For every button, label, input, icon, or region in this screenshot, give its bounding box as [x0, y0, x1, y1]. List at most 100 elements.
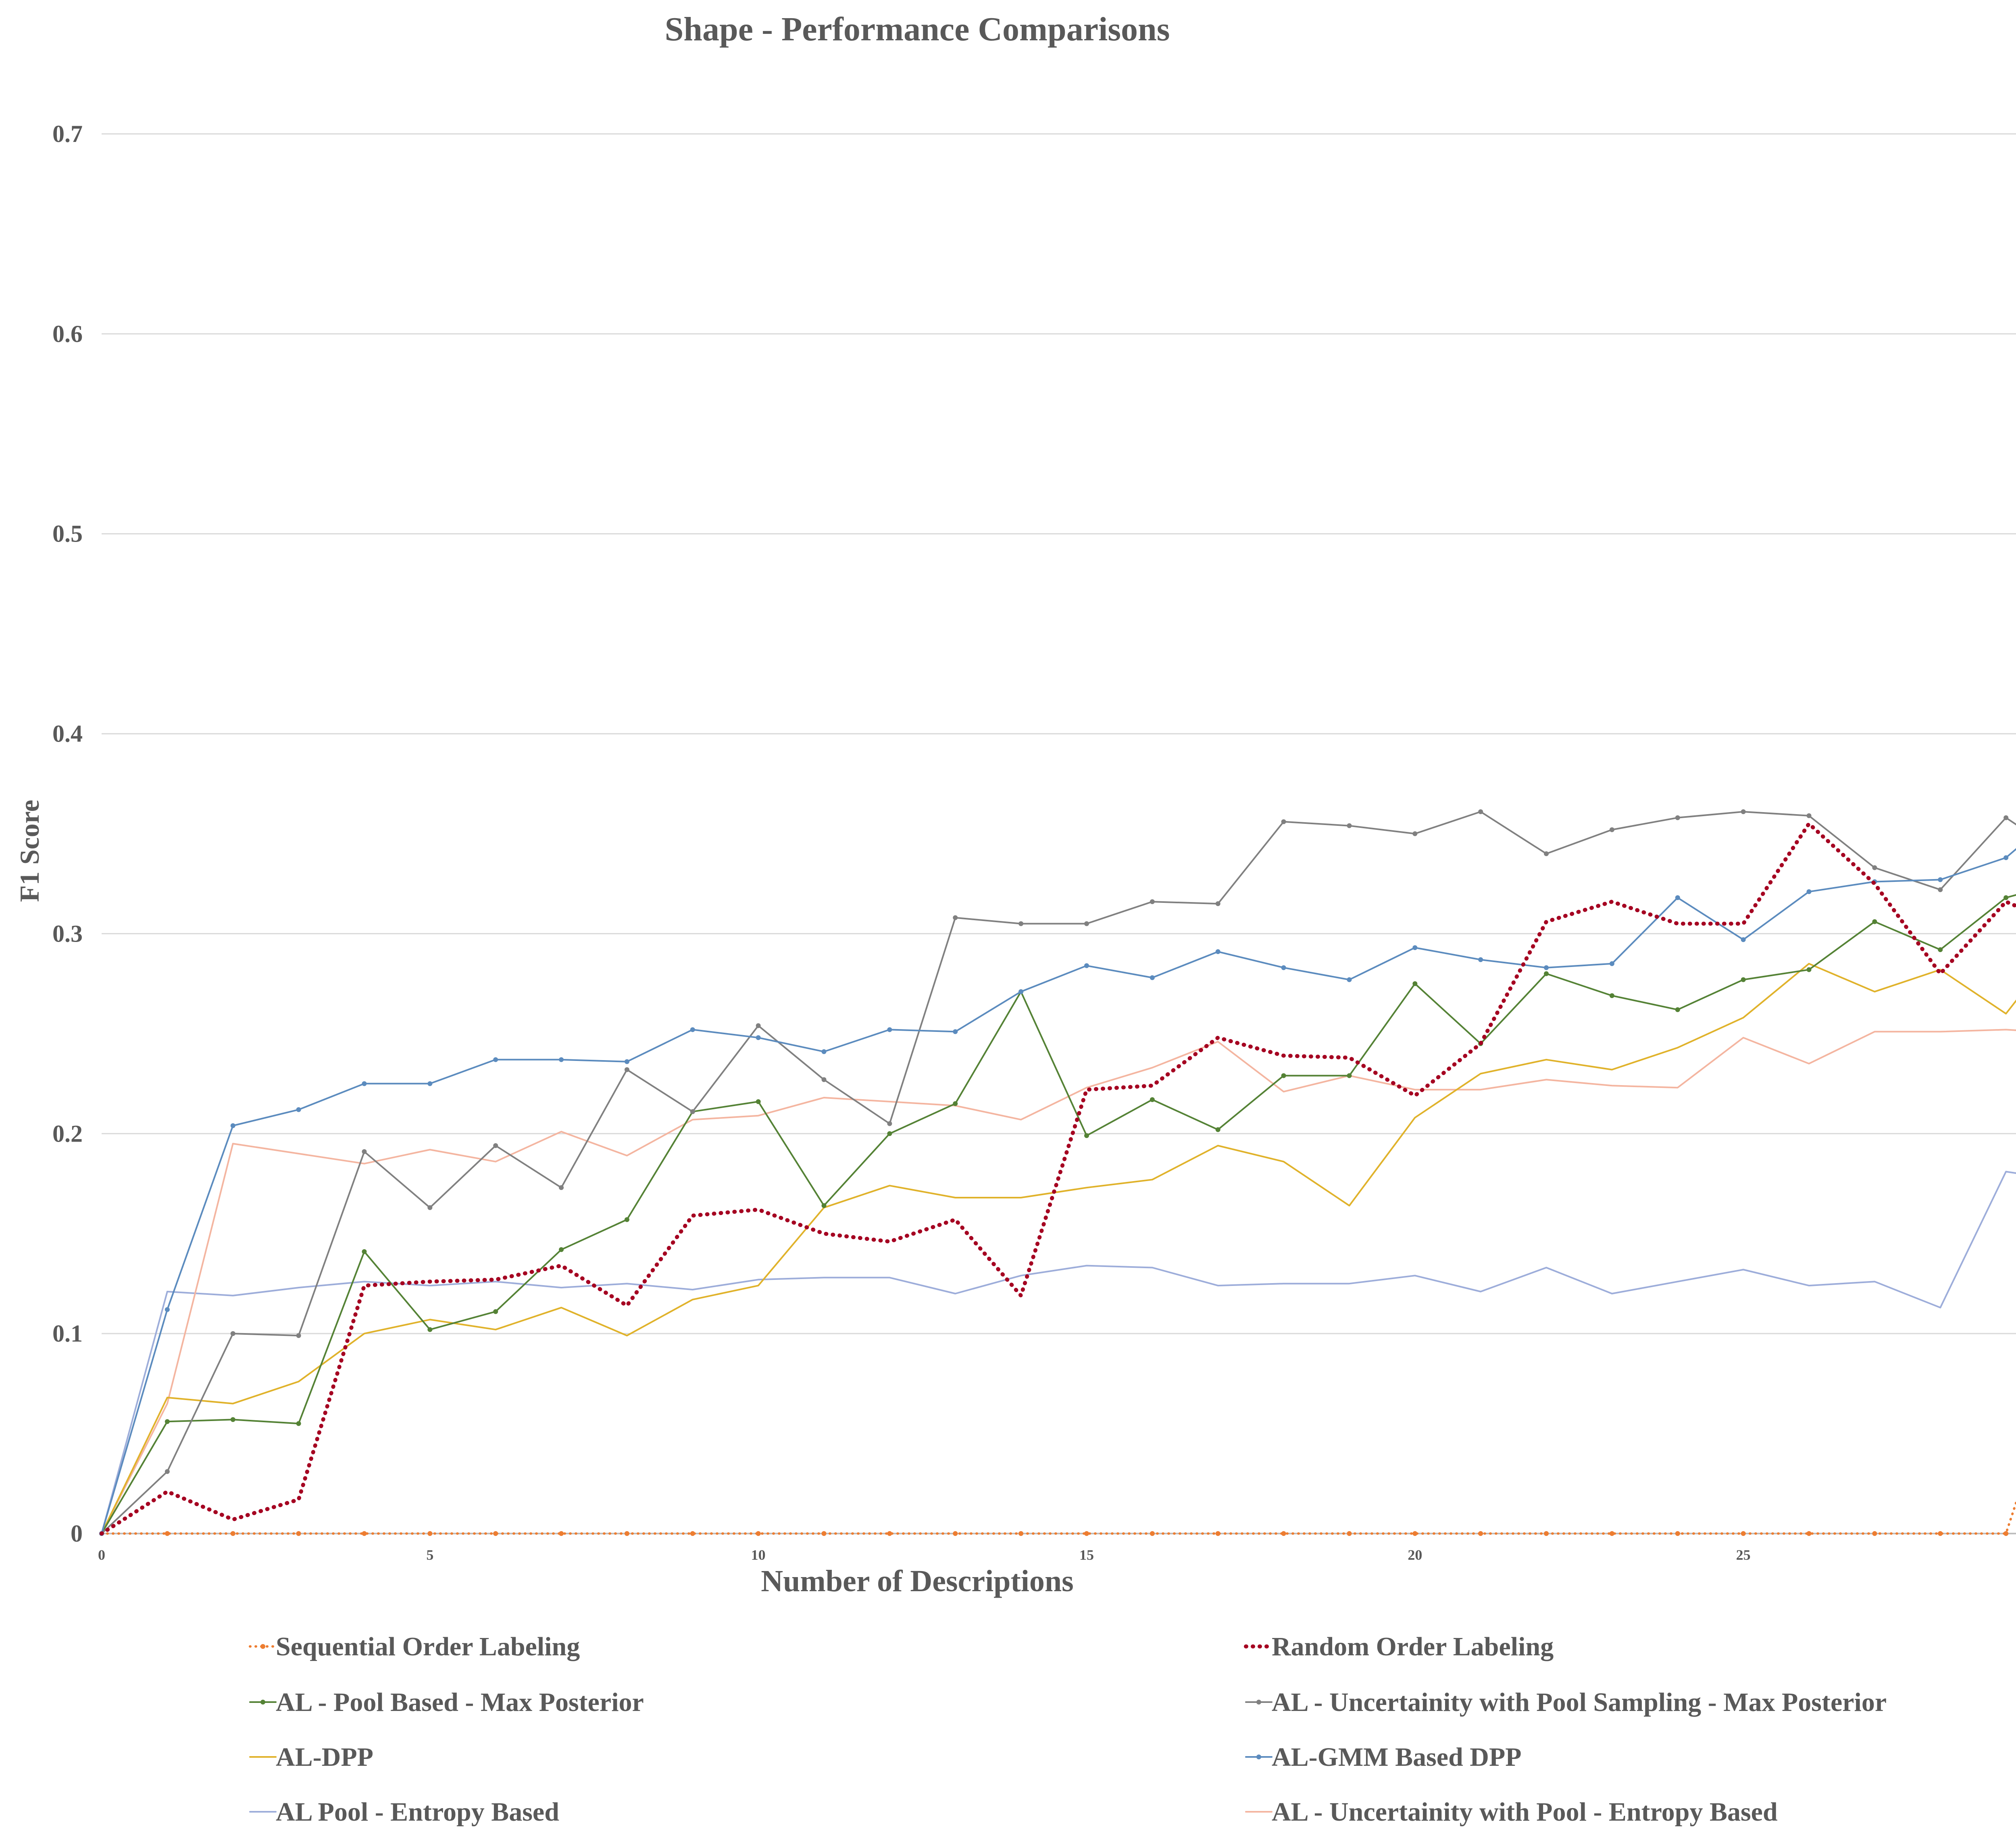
legend-item: AL-GMM Based DPP — [1245, 1742, 1522, 1772]
data-point — [493, 1057, 498, 1062]
data-point — [427, 1531, 433, 1536]
data-point — [1412, 1531, 1418, 1536]
series-5 — [99, 848, 2016, 1536]
data-point — [756, 1035, 761, 1040]
legend-label: Sequential Order Labeling — [276, 1632, 580, 1661]
data-point — [2004, 815, 2009, 820]
series-line — [101, 1029, 2016, 1534]
data-point — [427, 1327, 433, 1332]
data-point — [1478, 809, 1483, 814]
data-point — [1018, 1531, 1024, 1536]
data-point — [1478, 957, 1483, 962]
y-tick-label: 0 — [71, 1520, 83, 1547]
data-point — [821, 1203, 827, 1208]
data-point — [1806, 889, 1812, 894]
data-point — [1084, 963, 1089, 968]
legend: Sequential Order Labeling Random Order La… — [249, 1632, 1887, 1827]
data-point — [1150, 1531, 1155, 1536]
data-point — [1412, 831, 1418, 836]
data-point — [1215, 1127, 1220, 1132]
data-point — [624, 1531, 629, 1536]
y-tick-label: 0.6 — [52, 321, 83, 347]
data-point — [2004, 855, 2009, 861]
legend-label: AL Pool - Entropy Based — [276, 1797, 559, 1827]
data-point — [1938, 1531, 1943, 1536]
data-point — [1938, 877, 1943, 882]
data-point — [756, 1023, 761, 1028]
data-point — [1150, 975, 1155, 980]
data-point — [1544, 965, 1549, 970]
data-point — [1018, 921, 1024, 926]
data-point — [1347, 823, 1352, 828]
data-point — [1675, 1531, 1680, 1536]
data-point — [1215, 901, 1220, 906]
x-tick-label: 0 — [98, 1547, 105, 1563]
legend-item: Random Order Labeling — [1244, 1632, 1554, 1661]
data-point — [165, 1307, 170, 1312]
data-point — [559, 1185, 564, 1190]
legend-label: AL - Uncertainity with Pool - Entropy Ba… — [1272, 1797, 1778, 1827]
data-point — [230, 1331, 235, 1336]
series-3 — [99, 809, 2016, 1536]
data-point — [296, 1531, 301, 1536]
axes: 00.10.20.30.40.50.60.7051015202530 — [52, 121, 2016, 1563]
data-point — [1018, 989, 1024, 994]
data-point — [559, 1531, 564, 1536]
legend-label: AL - Uncertainity with Pool Sampling - M… — [1272, 1688, 1887, 1717]
series-line — [101, 963, 2016, 1534]
data-point — [887, 1121, 892, 1126]
data-point — [1412, 945, 1418, 950]
data-point — [1215, 1531, 1220, 1536]
data-point — [1412, 981, 1418, 986]
data-point — [1478, 1531, 1483, 1536]
x-axis-label: Number of Descriptions — [761, 1564, 1073, 1598]
data-point — [756, 1531, 761, 1536]
data-point — [1347, 977, 1352, 982]
data-point — [362, 1531, 367, 1536]
legend-marker — [260, 1700, 265, 1705]
data-point — [624, 1217, 629, 1222]
series-group — [99, 809, 2016, 1536]
legend-item: AL Pool - Entropy Based — [249, 1797, 559, 1827]
data-point — [1281, 965, 1286, 970]
series-0 — [99, 1499, 2016, 1536]
series-line — [101, 848, 2016, 1534]
y-tick-label: 0.5 — [52, 521, 83, 547]
data-point — [2004, 1531, 2009, 1536]
data-point — [1872, 1531, 1877, 1536]
data-point — [1150, 1097, 1155, 1102]
data-point — [690, 1531, 695, 1536]
y-tick-label: 0.1 — [52, 1320, 83, 1347]
legend-marker — [260, 1644, 265, 1649]
data-point — [1806, 967, 1812, 972]
data-point — [887, 1027, 892, 1032]
data-point — [1938, 947, 1943, 952]
data-point — [165, 1531, 170, 1536]
data-point — [559, 1247, 564, 1252]
data-point — [362, 1249, 367, 1254]
data-point — [624, 1059, 629, 1064]
legend-item: AL - Uncertainity with Pool Sampling - M… — [1245, 1688, 1887, 1717]
data-point — [493, 1531, 498, 1536]
data-point — [427, 1081, 433, 1086]
data-point — [1741, 809, 1746, 814]
data-point — [1215, 949, 1220, 954]
data-point — [230, 1531, 235, 1536]
data-point — [1609, 961, 1614, 966]
legend-item: AL-DPP — [249, 1742, 373, 1772]
data-point — [165, 1469, 170, 1474]
data-point — [821, 1049, 827, 1054]
data-point — [1609, 1531, 1614, 1536]
data-point — [1938, 887, 1943, 892]
data-point — [427, 1205, 433, 1210]
y-tick-label: 0.2 — [52, 1120, 83, 1147]
data-point — [296, 1333, 301, 1338]
series-line — [101, 894, 2016, 1534]
x-tick-label: 20 — [1408, 1547, 1422, 1563]
data-point — [1544, 1531, 1549, 1536]
legend-marker — [1256, 1700, 1261, 1705]
data-point — [230, 1417, 235, 1422]
data-point — [953, 915, 958, 920]
data-point — [559, 1057, 564, 1062]
